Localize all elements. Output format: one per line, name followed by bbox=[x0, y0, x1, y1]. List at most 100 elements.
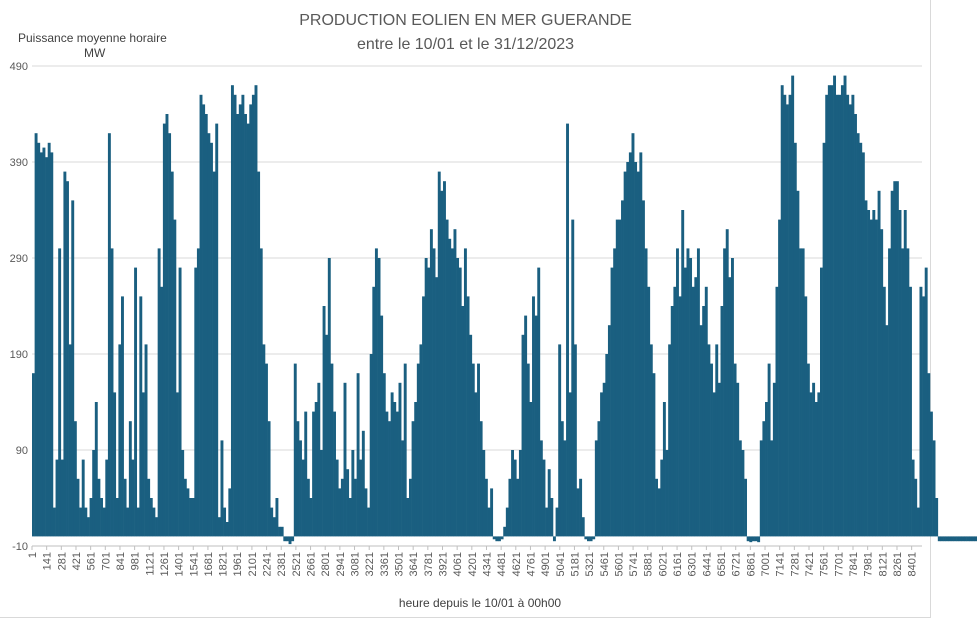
x-tick-label: 6021 bbox=[657, 552, 669, 576]
bar bbox=[566, 123, 569, 537]
x-tick-label: 1261 bbox=[159, 552, 171, 576]
bar bbox=[927, 373, 931, 537]
bar bbox=[492, 536, 496, 540]
bar bbox=[186, 488, 190, 537]
bar bbox=[516, 478, 520, 537]
x-tick-label: 2101 bbox=[247, 552, 259, 576]
bar-series bbox=[32, 75, 977, 545]
x-tick-label: 8121 bbox=[877, 552, 889, 576]
bar bbox=[448, 238, 452, 537]
bar bbox=[411, 421, 415, 537]
bar bbox=[238, 104, 242, 537]
bar bbox=[505, 507, 509, 537]
bar bbox=[217, 517, 221, 537]
bar bbox=[68, 344, 72, 537]
bar bbox=[874, 219, 878, 537]
bar bbox=[518, 450, 522, 537]
bar bbox=[809, 392, 813, 537]
bar bbox=[788, 94, 792, 537]
bar bbox=[134, 267, 138, 537]
bar bbox=[508, 478, 512, 537]
bar bbox=[600, 392, 604, 537]
bar bbox=[636, 171, 640, 537]
bar bbox=[537, 267, 541, 537]
bar bbox=[733, 363, 737, 537]
bar bbox=[935, 498, 939, 537]
bar bbox=[123, 478, 127, 537]
bar bbox=[215, 123, 219, 537]
bar bbox=[581, 517, 585, 537]
bar bbox=[157, 248, 161, 537]
bar bbox=[450, 248, 454, 537]
x-tick-label: 561 bbox=[86, 552, 98, 570]
x-tick-label: 2521 bbox=[291, 552, 303, 576]
bar bbox=[958, 536, 962, 542]
bar bbox=[249, 104, 253, 537]
x-tick-label: 4621 bbox=[511, 552, 523, 576]
bar bbox=[175, 392, 179, 537]
bar bbox=[754, 536, 758, 542]
bar bbox=[110, 248, 114, 537]
bar bbox=[825, 94, 829, 537]
bar bbox=[495, 536, 499, 542]
bar bbox=[552, 536, 556, 542]
bar bbox=[115, 498, 119, 537]
x-tick-label: 7561 bbox=[819, 552, 831, 576]
bar bbox=[275, 498, 279, 537]
x-tick-label: 7841 bbox=[848, 552, 860, 576]
x-tick-label: 6581 bbox=[716, 552, 728, 576]
bar bbox=[136, 507, 140, 537]
bar bbox=[545, 507, 549, 537]
bar bbox=[775, 286, 779, 537]
x-tick-label: 4761 bbox=[525, 552, 537, 576]
bar bbox=[618, 219, 622, 537]
x-tick-label: 5321 bbox=[584, 552, 596, 576]
bar bbox=[757, 536, 761, 543]
bar bbox=[354, 478, 357, 537]
x-tick-label: 141 bbox=[42, 552, 54, 570]
bar bbox=[144, 344, 148, 537]
bar bbox=[37, 142, 41, 537]
x-tick-label: 6441 bbox=[701, 552, 713, 576]
bar bbox=[210, 142, 213, 537]
bar bbox=[60, 459, 64, 537]
bar bbox=[348, 498, 352, 537]
bar bbox=[728, 277, 732, 537]
x-tick-label: 3081 bbox=[350, 552, 362, 576]
bar bbox=[848, 104, 852, 537]
x-tick-label: 3781 bbox=[423, 552, 435, 576]
bar bbox=[568, 392, 572, 537]
bar bbox=[799, 248, 802, 537]
bar bbox=[859, 142, 863, 537]
bar bbox=[367, 507, 371, 537]
bar bbox=[152, 507, 156, 537]
x-tick-label: 2941 bbox=[335, 552, 347, 576]
bar bbox=[408, 478, 412, 537]
bar bbox=[291, 536, 295, 542]
bar bbox=[207, 133, 211, 537]
bar bbox=[573, 344, 577, 537]
bar bbox=[79, 507, 83, 537]
bar bbox=[922, 296, 926, 537]
bar bbox=[793, 142, 797, 537]
bar bbox=[594, 440, 598, 537]
bar bbox=[906, 248, 910, 537]
bar bbox=[118, 344, 122, 537]
bar bbox=[178, 267, 182, 537]
x-tick-label: 1541 bbox=[188, 552, 200, 576]
bar bbox=[406, 498, 410, 537]
bar bbox=[558, 344, 562, 537]
x-tick-label: 701 bbox=[100, 552, 112, 570]
bar bbox=[966, 536, 970, 542]
bar bbox=[47, 142, 51, 537]
bar bbox=[487, 507, 491, 537]
bar bbox=[32, 373, 35, 537]
bar bbox=[380, 315, 384, 537]
bar bbox=[327, 258, 331, 537]
bar bbox=[304, 411, 308, 537]
bar bbox=[791, 75, 795, 537]
x-tick-label: 6161 bbox=[672, 552, 684, 576]
bar bbox=[393, 402, 397, 537]
bar bbox=[42, 147, 46, 537]
bar bbox=[479, 421, 483, 537]
